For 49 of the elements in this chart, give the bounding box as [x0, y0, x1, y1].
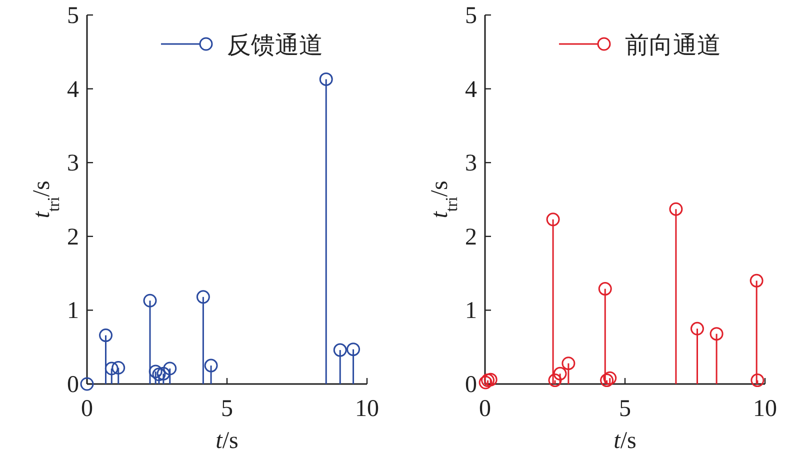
y-tick-label: 3: [465, 150, 477, 177]
point: [478, 376, 492, 390]
point: [600, 374, 614, 388]
point: [346, 342, 360, 356]
point: [319, 72, 333, 86]
x-axis-title: t/s: [614, 428, 636, 454]
point: [156, 366, 170, 380]
point: [548, 374, 562, 388]
point: [750, 274, 764, 288]
point: [553, 366, 567, 380]
y-tick-label: 1: [67, 298, 79, 324]
y-tick-label: 1: [465, 298, 477, 324]
point: [204, 358, 218, 372]
x-axis-title: t/s: [216, 428, 238, 454]
point: [143, 294, 157, 308]
point: [196, 290, 210, 304]
y-tick-label: 2: [465, 224, 477, 250]
y-tick-label: 2: [67, 224, 79, 250]
x-tick-label: 5: [221, 396, 233, 422]
point: [104, 362, 118, 376]
y-tick-label: 4: [465, 76, 477, 103]
y-tick-label: 3: [67, 150, 79, 177]
y-tick-label: 0: [465, 372, 477, 398]
point: [546, 212, 560, 226]
point: [669, 202, 683, 216]
point: [750, 374, 764, 388]
point: [152, 368, 166, 382]
point: [148, 364, 162, 378]
y-tick-label: 4: [67, 76, 79, 103]
point: [99, 328, 113, 342]
x-tick-label: 10: [753, 396, 777, 422]
point: [562, 356, 576, 370]
x-tick-label: 5: [619, 396, 631, 422]
point: [112, 361, 126, 375]
point: [710, 327, 724, 341]
point: [690, 322, 704, 336]
point: [603, 371, 617, 385]
point: [484, 372, 498, 386]
x-tick-label: 10: [355, 396, 379, 422]
point: [481, 374, 495, 388]
y-tick-label: 0: [67, 372, 79, 398]
point: [80, 377, 94, 391]
point: [333, 343, 347, 357]
point: [163, 362, 177, 376]
y-tick-label: 5: [465, 3, 477, 29]
legend-label: 反馈通道: [227, 32, 323, 59]
y-tick-label: 5: [67, 3, 79, 29]
legend-label: 前向通道: [625, 32, 721, 59]
point: [598, 282, 612, 296]
